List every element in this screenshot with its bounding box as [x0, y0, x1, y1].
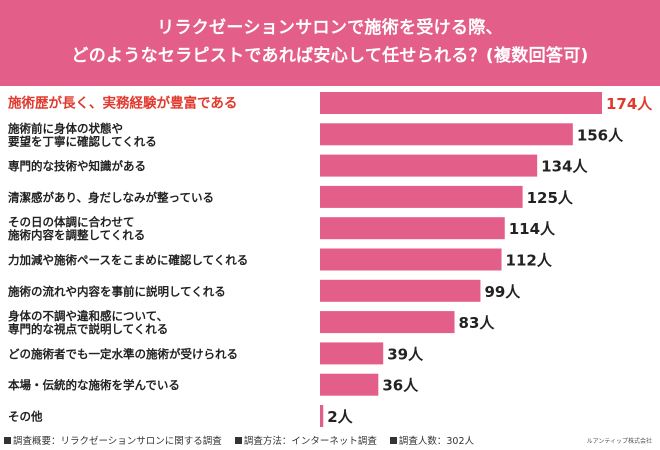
category-label-2: 施術前に身体の状態や要望を丁寧に確認してくれる: [8, 121, 157, 148]
survey-method: 調査方法：インターネット調査: [243, 436, 377, 447]
category-label-7: 施術の流れや内容を事前に説明してくれる: [8, 284, 226, 298]
category-label-8: 身体の不調や違和感について、専門的な視点で説明してくれる: [8, 309, 168, 336]
bullet-square-icon: [234, 437, 242, 444]
category-label-10: 本場・伝統的な施術を学んでいる: [8, 378, 180, 392]
chart-header: リラクゼーションサロンで施術を受ける際、 どのようなセラピストであれば安心して任…: [0, 0, 660, 86]
survey-footer: 調査概要：リラクゼーションサロンに関する調査 調査方法：インターネット調査 調査…: [4, 434, 656, 450]
value-label-1: 174人: [606, 95, 653, 113]
bullet-square-icon: [389, 437, 397, 444]
value-label-4: 125人: [527, 189, 574, 207]
bar-10: [320, 373, 379, 396]
value-label-9: 39人: [387, 345, 424, 363]
value-label-2: 156人: [577, 126, 624, 144]
value-label-7: 99人: [484, 283, 521, 301]
category-label-9: どの施術者でも一定水準の施術が受けられる: [8, 347, 238, 361]
value-label-3: 134人: [541, 158, 588, 176]
bar-9: [320, 342, 384, 365]
category-label-4: 清潔感があり、身だしなみが整っている: [8, 190, 214, 204]
survey-respondents: 調査人数：302人: [398, 436, 475, 447]
category-label-11: その他: [8, 410, 43, 424]
value-label-11: 2人: [327, 408, 353, 426]
category-label-5: その日の体調に合わせて施術内容を調整してくれる: [8, 215, 145, 242]
bullet-square-icon: [4, 437, 11, 444]
bar-7: [320, 279, 481, 302]
bar-3: [320, 154, 538, 177]
bar-11: [320, 405, 324, 427]
category-label-1: 施術歴が長く、実務経験が豊富である: [8, 95, 237, 112]
category-label-6: 力加減や施術ペースをこまめに確認してくれる: [8, 253, 248, 267]
title-line-2: どのようなセラピストであれば安心して任せられる？(複数回答可): [71, 46, 589, 66]
bar-6: [320, 248, 502, 271]
survey-overview: 調査概要：リラクゼーションサロンに関する調査: [13, 436, 222, 447]
bar-8: [320, 311, 455, 334]
value-label-5: 114人: [509, 220, 556, 238]
category-label-3: 専門的な技術や知識がある: [8, 159, 146, 173]
brand-logo-text: ルアンティップ株式会社: [586, 438, 652, 445]
value-label-6: 112人: [506, 252, 553, 270]
bar-1: [320, 92, 602, 114]
bar-4: [320, 185, 523, 208]
title-line-1: リラクゼーションサロンで施術を受ける際、: [157, 18, 503, 38]
bar-5: [320, 217, 505, 240]
value-label-8: 83人: [459, 314, 496, 332]
bar-2: [320, 123, 573, 146]
bar-chart: 施術歴が長く、実務経験が豊富である 174人施術前に身体の状態や要望を丁寧に確認し…: [8, 92, 653, 427]
value-label-10: 36人: [382, 377, 419, 395]
